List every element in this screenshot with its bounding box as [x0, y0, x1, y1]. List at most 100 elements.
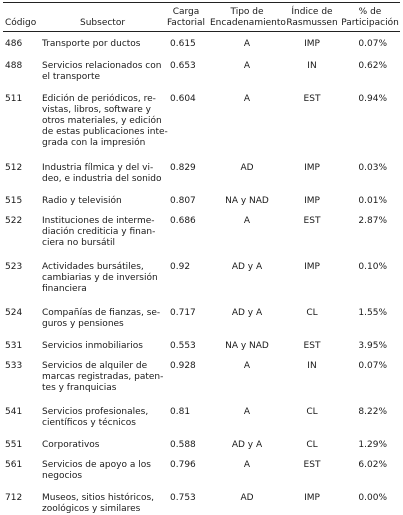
row-tipo-encadenamiento: A [243, 407, 251, 417]
row-code: 551 [5, 440, 23, 450]
subsector-line: Servicios inmobiliarios [42, 341, 143, 351]
row-code: 512 [5, 163, 23, 173]
subsector-line: grada con la impresión [42, 138, 146, 148]
row-code: 522 [5, 216, 23, 226]
row-code: 561 [5, 460, 23, 470]
row-indice-rasmussen: IMP [304, 196, 320, 206]
header-carga-factorial: Carga Factorial [166, 7, 206, 28]
row-indice-rasmussen: IMP [304, 163, 320, 173]
row-indice-rasmussen: IMP [304, 493, 320, 503]
subsector-line: el transporte [42, 72, 101, 82]
subsector-line: Servicios relacionados con [42, 61, 162, 71]
row-indice-rasmussen: IMP [304, 262, 320, 272]
row-tipo-encadenamiento: A [243, 61, 251, 71]
subsector-line: ciera no bursátil [42, 238, 115, 248]
row-participacion: 0.01% [358, 196, 387, 206]
row-subsector: Servicios relacionados con el transporte [42, 61, 167, 83]
row-indice-rasmussen: EST [303, 94, 321, 104]
row-indice-rasmussen: EST [303, 216, 321, 226]
table-top-rule [3, 2, 400, 3]
subsector-line: deo, e industria del sonido [42, 174, 162, 184]
row-carga-factorial: 0.604 [170, 94, 196, 104]
row-carga-factorial: 0.588 [170, 440, 196, 450]
row-carga-factorial: 0.928 [170, 361, 196, 371]
row-carga-factorial: 0.553 [170, 341, 196, 351]
row-subsector: Corporativos [42, 440, 167, 451]
row-carga-factorial: 0.753 [170, 493, 196, 503]
subsector-line: Museos, sitios históricos, [42, 493, 155, 503]
row-carga-factorial: 0.653 [170, 61, 196, 71]
subsector-line: Servicios de alquiler de [42, 361, 148, 371]
row-tipo-encadenamiento: NA y NAD [225, 341, 269, 351]
row-participacion: 6.02% [358, 460, 387, 470]
row-code: 531 [5, 341, 23, 351]
row-carga-factorial: 0.796 [170, 460, 196, 470]
row-carga-factorial: 0.92 [170, 262, 191, 272]
header-subsector: Subsector [80, 18, 126, 28]
row-carga-factorial: 0.686 [170, 216, 196, 226]
row-code: 541 [5, 407, 23, 417]
row-subsector: Servicios inmobiliarios [42, 341, 167, 352]
subsector-line: Corporativos [42, 440, 100, 450]
row-indice-rasmussen: EST [303, 460, 321, 470]
subsector-line: diación crediticia y finan- [42, 227, 156, 237]
subsector-line: Actividades bursátiles, [42, 262, 144, 272]
subsector-line: de estas publicaciones inte- [42, 127, 168, 137]
row-subsector: Instituciones de interme-diación crediti… [42, 216, 167, 249]
row-subsector: Radio y televisión [42, 196, 167, 207]
header-bottom-rule [3, 31, 400, 32]
row-indice-rasmussen: CL [306, 407, 318, 417]
subsector-line: Industria fílmica y del vi- [42, 163, 154, 173]
row-carga-factorial: 0.829 [170, 163, 196, 173]
subsector-line: vistas, libros, software y [42, 105, 151, 115]
row-participacion: 0.07% [358, 39, 387, 49]
row-tipo-encadenamiento: A [243, 39, 251, 49]
row-code: 523 [5, 262, 23, 272]
row-participacion: 1.55% [358, 308, 387, 318]
row-subsector: Transporte por ductos [42, 39, 167, 50]
row-subsector: Compañías de fianzas, se-guros y pension… [42, 308, 167, 330]
row-subsector: Servicios de alquiler de marcas registrad… [42, 361, 167, 394]
row-carga-factorial: 0.615 [170, 39, 196, 49]
subsector-line: tes y franquicias [42, 383, 117, 393]
subsector-line: financiera [42, 284, 87, 294]
subsector-line: guros y pensiones [42, 319, 124, 329]
row-code: 515 [5, 196, 23, 206]
row-code: 712 [5, 493, 23, 503]
subsector-line: Transporte por ductos [42, 39, 141, 49]
row-subsector: Actividades bursátiles, cambiarias y de i… [42, 262, 167, 295]
row-indice-rasmussen: IN [307, 361, 317, 371]
row-code: 488 [5, 61, 23, 71]
subsector-line: zoológicos y similares [42, 504, 141, 514]
row-tipo-encadenamiento: AD [240, 493, 254, 503]
subsector-line: cambiarias y de inversión [42, 273, 158, 283]
row-tipo-encadenamiento: NA y NAD [225, 196, 269, 206]
row-tipo-encadenamiento: AD y A [231, 308, 263, 318]
subsector-line: Edición de periódicos, re- [42, 94, 156, 104]
row-participacion: 0.03% [358, 163, 387, 173]
subsector-line: científicos y técnicos [42, 418, 136, 428]
row-code: 511 [5, 94, 23, 104]
row-participacion: 3.95% [358, 341, 387, 351]
header-tipo-encadenamiento: Tipo de Encadenamiento [210, 7, 286, 28]
row-participacion: 0.07% [358, 361, 387, 371]
subsector-line: otros materiales, y edición [42, 116, 162, 126]
row-indice-rasmussen: EST [303, 341, 321, 351]
row-participacion: 0.94% [358, 94, 387, 104]
subsector-line: Servicios de apoyo a los [42, 460, 151, 470]
row-participacion: 1.29% [358, 440, 387, 450]
row-tipo-encadenamiento: A [243, 361, 251, 371]
row-tipo-encadenamiento: AD y A [231, 440, 263, 450]
subsector-line: negocios [42, 471, 83, 481]
row-participacion: 0.00% [358, 493, 387, 503]
row-indice-rasmussen: IN [307, 61, 317, 71]
row-subsector: Servicios de apoyo a los negocios [42, 460, 167, 482]
row-tipo-encadenamiento: AD y A [231, 262, 263, 272]
row-subsector: Museos, sitios históricos, zoológicos y s… [42, 493, 167, 515]
row-participacion: 8.22% [358, 407, 387, 417]
row-indice-rasmussen: CL [306, 308, 318, 318]
row-carga-factorial: 0.81 [170, 407, 191, 417]
header-codigo: Código [5, 18, 37, 28]
row-indice-rasmussen: CL [306, 440, 318, 450]
